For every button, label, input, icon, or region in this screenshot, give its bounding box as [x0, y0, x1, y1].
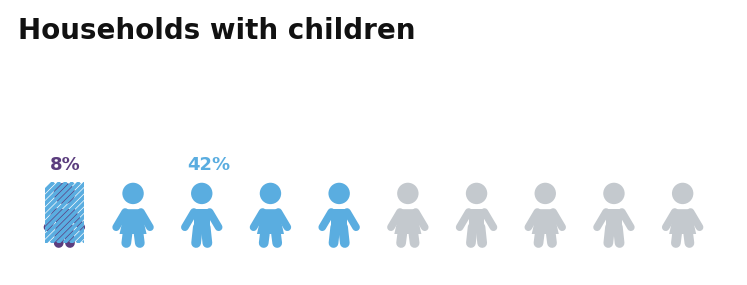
- Polygon shape: [120, 209, 146, 234]
- Polygon shape: [57, 209, 72, 227]
- Text: 42%: 42%: [187, 156, 231, 174]
- Polygon shape: [532, 209, 559, 234]
- Polygon shape: [257, 209, 284, 234]
- Circle shape: [535, 183, 556, 204]
- Circle shape: [672, 183, 693, 204]
- Circle shape: [466, 183, 487, 204]
- Circle shape: [123, 183, 143, 204]
- Circle shape: [604, 183, 624, 204]
- Circle shape: [397, 183, 418, 204]
- Circle shape: [329, 183, 350, 204]
- Polygon shape: [394, 209, 421, 234]
- Polygon shape: [606, 209, 622, 227]
- Circle shape: [191, 183, 212, 204]
- Circle shape: [260, 183, 281, 204]
- Polygon shape: [331, 209, 347, 227]
- Text: 8%: 8%: [50, 156, 81, 174]
- Polygon shape: [194, 209, 210, 227]
- Polygon shape: [468, 209, 485, 227]
- Text: Households with children: Households with children: [18, 17, 415, 45]
- Circle shape: [54, 183, 75, 204]
- Polygon shape: [669, 209, 696, 234]
